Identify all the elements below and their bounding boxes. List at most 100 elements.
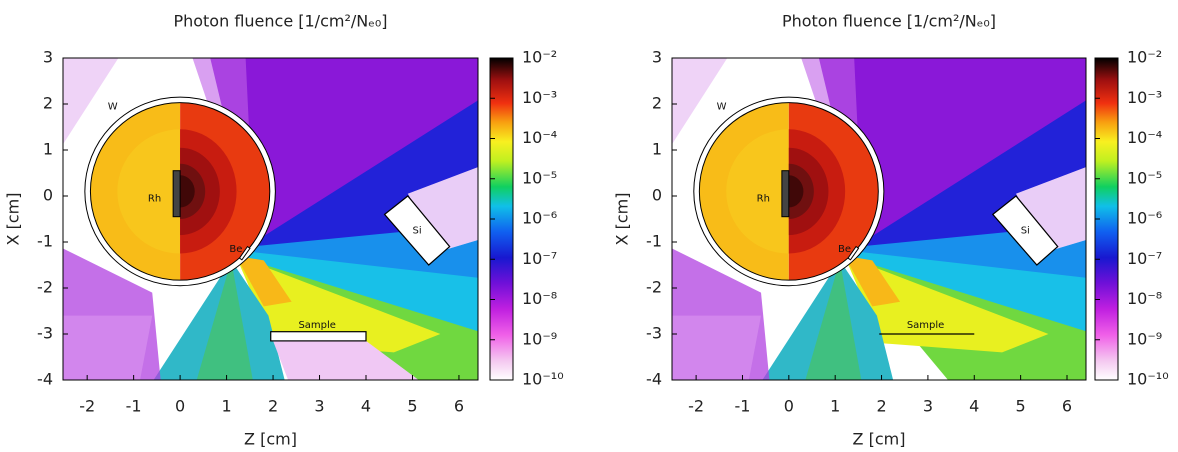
x-tick-label: 1 xyxy=(221,397,231,416)
x-tick-label: 0 xyxy=(784,397,794,416)
colorbar-tick-label: 10⁻³ xyxy=(1127,88,1162,107)
annotation: Si xyxy=(1021,226,1030,237)
y-tick-label: 2 xyxy=(652,94,662,113)
y-axis-label: X [cm] xyxy=(4,193,23,246)
y-tick-label: 1 xyxy=(652,140,662,159)
colorbar-tick-label: 10⁻⁴ xyxy=(522,128,557,147)
x-tick-label: 3 xyxy=(923,397,933,416)
si-shadow xyxy=(407,167,478,252)
y-tick-label: -4 xyxy=(37,370,53,389)
orange-half xyxy=(117,129,181,254)
orange-core xyxy=(235,255,292,307)
y-tick-label: 3 xyxy=(43,48,53,67)
x-tick-label: -1 xyxy=(734,397,750,416)
colorbar-tick-label: 10⁻⁸ xyxy=(522,289,557,308)
x-tick-label: 6 xyxy=(1062,397,1072,416)
x-tick-label: -2 xyxy=(688,397,704,416)
w-inner xyxy=(698,102,879,281)
annotation: Sample xyxy=(298,320,336,331)
x-tick-label: 5 xyxy=(1016,397,1026,416)
y-axis-label: X [cm] xyxy=(613,193,632,246)
left-spray-light xyxy=(672,315,762,380)
colorbar-tick-label: 10⁻⁸ xyxy=(1127,289,1162,308)
field xyxy=(672,58,1086,380)
colorbar-tick-label: 10⁻¹⁰ xyxy=(1127,370,1169,389)
x-tick-label: 2 xyxy=(268,397,278,416)
colorbar-tick-label: 10⁻⁶ xyxy=(522,209,557,228)
cyan-band xyxy=(240,251,478,332)
colorbar-tick-label: 10⁻⁶ xyxy=(1127,209,1162,228)
be-window xyxy=(847,245,860,261)
chart-title: Photon fluence [1/cm²/Nₑ₀] xyxy=(173,12,387,31)
corner-spray xyxy=(672,58,728,145)
sample-block xyxy=(270,331,367,342)
colorbar-tick-label: 10⁻⁹ xyxy=(1127,329,1162,348)
green-cone xyxy=(805,260,862,380)
annotation: Sample xyxy=(907,320,945,331)
x-tick-label: 6 xyxy=(454,397,464,416)
x-tick-label: 4 xyxy=(969,397,979,416)
annotation: W xyxy=(717,101,727,112)
si-block xyxy=(384,196,450,265)
x-axis-label: Z [cm] xyxy=(853,430,906,449)
x-tick-label: 0 xyxy=(175,397,185,416)
x-tick-label: 1 xyxy=(830,397,840,416)
colorbar-tick-label: 10⁻² xyxy=(522,48,557,67)
si-shadow xyxy=(1015,167,1086,252)
x-tick-label: 2 xyxy=(876,397,886,416)
annotation: Rh xyxy=(148,193,161,204)
y-tick-label: -1 xyxy=(37,232,53,251)
x-tick-label: 4 xyxy=(361,397,371,416)
y-tick-label: 2 xyxy=(43,94,53,113)
y-tick-label: -3 xyxy=(37,324,53,343)
annotation: Be xyxy=(229,244,242,255)
si-outline xyxy=(991,195,1059,266)
y-tick-label: 1 xyxy=(43,140,53,159)
y-tick-label: -2 xyxy=(37,278,53,297)
si-shadow-spray xyxy=(1015,167,1086,252)
y-tick-label: 3 xyxy=(652,48,662,67)
field xyxy=(63,58,478,380)
left-spray-light xyxy=(63,315,153,380)
y-tick-label: -3 xyxy=(646,324,662,343)
corner-spray xyxy=(63,58,119,145)
orange-half xyxy=(726,129,789,254)
red-core xyxy=(788,175,804,208)
yellow-band xyxy=(235,255,441,353)
x-tick-label: -1 xyxy=(126,397,142,416)
be-window xyxy=(238,245,251,261)
x-axis-label: Z [cm] xyxy=(244,430,297,449)
plot-frame xyxy=(671,57,1087,381)
plot-frame xyxy=(62,57,479,381)
shadow-wedge xyxy=(273,340,419,380)
yellow-band xyxy=(844,255,1049,353)
colorbar-tick-label: 10⁻³ xyxy=(522,88,557,107)
rh-anode xyxy=(781,170,790,218)
y-tick-label: -4 xyxy=(646,370,662,389)
x-tick-label: 5 xyxy=(407,397,417,416)
rh-anode xyxy=(172,170,181,218)
colorbar-tick-label: 10⁻⁷ xyxy=(522,249,557,268)
colorbar-tick-label: 10⁻⁹ xyxy=(522,329,557,348)
colorbar-tick-label: 10⁻⁴ xyxy=(1127,128,1162,147)
y-tick-label: -1 xyxy=(646,232,662,251)
si-block xyxy=(992,196,1058,265)
annotation: Be xyxy=(838,244,851,255)
annotation: Si xyxy=(413,226,422,237)
si-shadow-spray xyxy=(407,167,478,252)
green-cone xyxy=(196,260,253,380)
cyan-band xyxy=(849,251,1086,332)
y-tick-label: -2 xyxy=(646,278,662,297)
annotation: Rh xyxy=(757,193,770,204)
orange-core xyxy=(844,255,901,307)
colorbar-tick-label: 10⁻² xyxy=(1127,48,1162,67)
colorbar-tick-label: 10⁻⁷ xyxy=(1127,249,1162,268)
panel: W Rh Be Si Sample -2 -1 0 1 2 3 4 5 6 -4 -3 -2 -1 0 1 2 3 Phot… xyxy=(4,12,564,449)
chart-title: Photon fluence [1/cm²/Nₑ₀] xyxy=(782,12,996,31)
red-core xyxy=(180,175,195,208)
x-tick-label: -2 xyxy=(79,397,95,416)
x-tick-label: 3 xyxy=(314,397,324,416)
colorbar-tick-label: 10⁻¹⁰ xyxy=(522,370,564,389)
colorbar-tick-label: 10⁻⁵ xyxy=(1127,168,1162,187)
